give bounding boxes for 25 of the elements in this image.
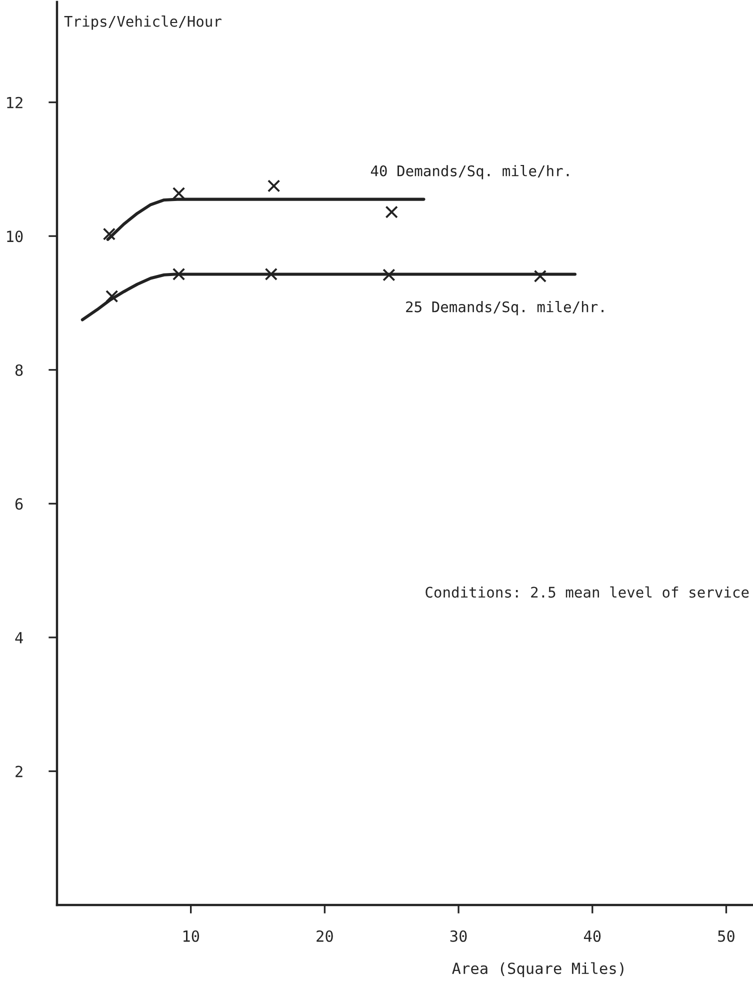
y-axis-title: Trips/Vehicle/Hour: [64, 16, 222, 30]
series-label: 25 Demands/Sq. mile/hr.: [406, 300, 604, 316]
x-tick-label: 30: [450, 930, 467, 942]
y-tick-label: 8: [15, 364, 23, 376]
y-tick-label: 6: [15, 498, 23, 510]
point: [385, 206, 398, 218]
y-tick-label: 2: [16, 766, 22, 778]
point: [102, 228, 116, 240]
x-tick-label: 10: [183, 930, 200, 942]
y-tick-label: 10: [7, 230, 23, 242]
y-tick-label: 12: [7, 96, 22, 108]
x-tick-label: 20: [316, 930, 333, 942]
point: [172, 268, 186, 281]
x-axis-title: Area (Square Miles): [452, 962, 624, 978]
point: [264, 268, 278, 281]
series-label: 40 Demands/Sq. mile/hr.: [370, 165, 569, 180]
point: [172, 186, 186, 200]
y-tick-label: 4: [15, 632, 23, 644]
point: [267, 180, 280, 192]
x-tick-label: 40: [584, 930, 601, 942]
point: [382, 268, 396, 282]
annotation: Conditions: 2.5 mean level of service: [426, 586, 749, 598]
point: [106, 290, 118, 303]
x-tick-label: 50: [718, 930, 734, 942]
point: [534, 270, 547, 283]
